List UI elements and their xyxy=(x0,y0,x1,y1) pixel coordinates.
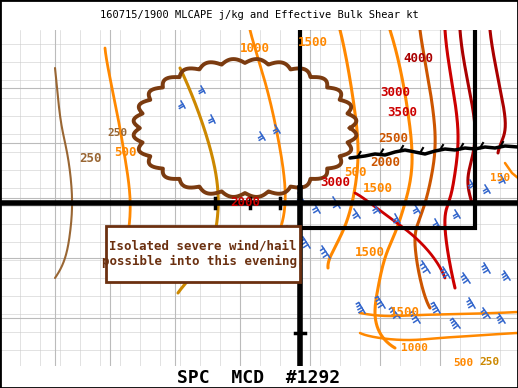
Text: Isolated severe wind/hail
possible into this evening.: Isolated severe wind/hail possible into … xyxy=(102,240,304,268)
Text: 1500: 1500 xyxy=(363,182,393,194)
Text: 1500: 1500 xyxy=(298,36,328,50)
Text: SPC  MCD  #1292: SPC MCD #1292 xyxy=(178,369,340,387)
Text: 2000: 2000 xyxy=(370,156,400,170)
Text: 1000: 1000 xyxy=(240,42,270,54)
Text: 500: 500 xyxy=(453,358,473,368)
Text: 150: 150 xyxy=(490,173,510,183)
Text: 3000: 3000 xyxy=(380,87,410,99)
Text: 3500: 3500 xyxy=(387,106,417,120)
Text: 1500: 1500 xyxy=(390,307,420,319)
Bar xyxy=(0,30,518,370)
Text: 2500: 2500 xyxy=(378,132,408,144)
Text: 250: 250 xyxy=(108,128,128,138)
Text: 1500: 1500 xyxy=(355,246,385,260)
Text: 4000: 4000 xyxy=(403,52,433,64)
Text: 250: 250 xyxy=(480,357,500,367)
Text: 2000: 2000 xyxy=(230,196,260,210)
Text: 500: 500 xyxy=(344,166,366,180)
Text: 250: 250 xyxy=(79,151,101,165)
Bar xyxy=(300,28,475,228)
Bar xyxy=(0,0,518,30)
Bar xyxy=(0,366,518,388)
Text: 3000: 3000 xyxy=(320,177,350,189)
Text: 1000: 1000 xyxy=(401,343,428,353)
Text: 500: 500 xyxy=(114,147,136,159)
Text: 160715/1900 MLCAPE j/kg and Effective Bulk Shear kt: 160715/1900 MLCAPE j/kg and Effective Bu… xyxy=(99,10,419,20)
FancyBboxPatch shape xyxy=(106,226,300,282)
